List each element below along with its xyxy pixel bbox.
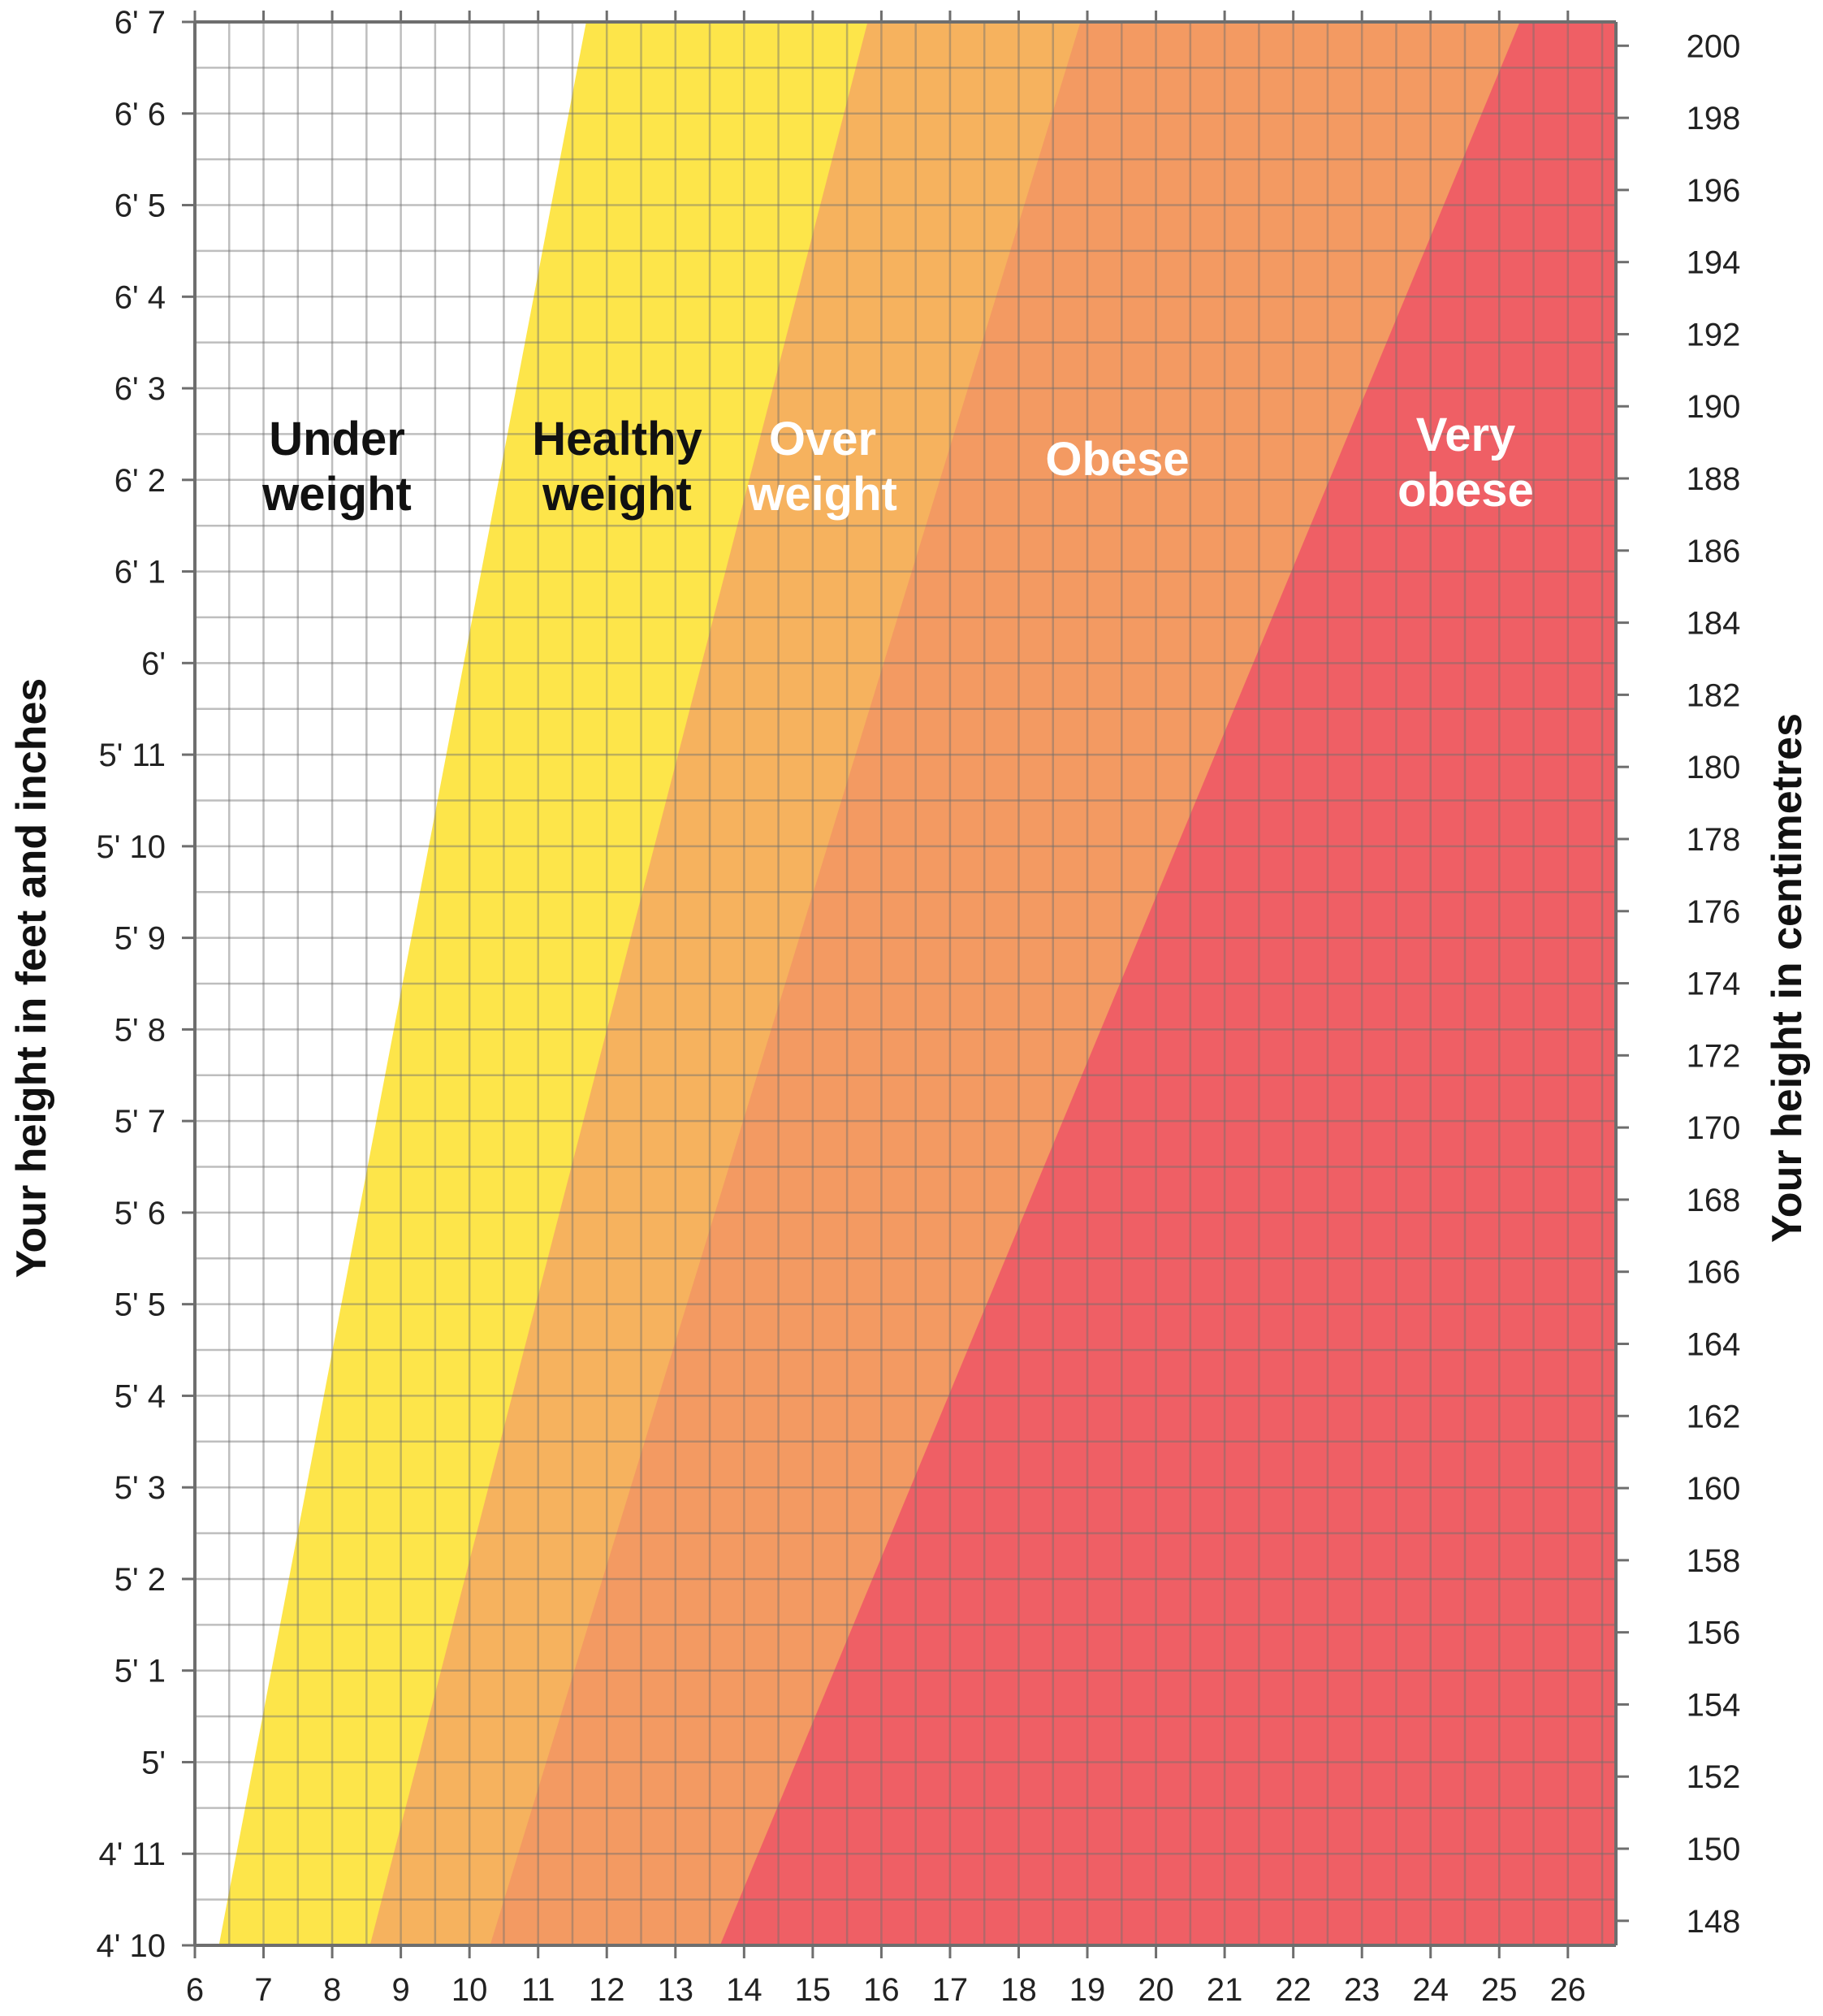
x-tick-label: 16 bbox=[863, 1972, 900, 2008]
x-tick-label: 9 bbox=[391, 1972, 409, 2008]
band-label-obese: Obese bbox=[1045, 433, 1189, 486]
y-tick-label-left: 6' 6 bbox=[114, 97, 166, 132]
x-tick-label: 7 bbox=[254, 1972, 272, 2008]
x-tick-label: 21 bbox=[1207, 1972, 1243, 2008]
band-label-very-obese: Very bbox=[1416, 409, 1516, 461]
x-tick-label: 15 bbox=[795, 1972, 832, 2008]
y-tick-label-left: 5' 8 bbox=[114, 1012, 166, 1048]
y-tick-label-left: 6' 2 bbox=[114, 463, 166, 499]
y-tick-label-right: 150 bbox=[1687, 1832, 1741, 1867]
y-tick-label-right: 166 bbox=[1687, 1255, 1741, 1291]
y-tick-label-right: 188 bbox=[1687, 461, 1741, 497]
y-tick-label-left: 6' 1 bbox=[114, 555, 166, 591]
y-tick-label-right: 160 bbox=[1687, 1471, 1741, 1507]
y-tick-label-left: 5' 2 bbox=[114, 1562, 166, 1598]
x-tick-label: 17 bbox=[932, 1972, 969, 2008]
band-label-under-weight: weight bbox=[261, 468, 412, 521]
y-tick-label-left: 6' bbox=[141, 646, 166, 681]
x-tick-label: 14 bbox=[726, 1972, 762, 2008]
x-tick-label: 12 bbox=[589, 1972, 625, 2008]
y-tick-label-right: 170 bbox=[1687, 1110, 1741, 1146]
y-tick-label-left: 5' 9 bbox=[114, 921, 166, 957]
axis-layer: 6 7 8 9 10 11 12 13 14 15 16 17 18 19 20 21 22 23 24 25 26 4'… bbox=[97, 5, 1741, 2008]
y-tick-label-right: 172 bbox=[1687, 1038, 1741, 1074]
y-tick-label-left: 5' 7 bbox=[114, 1104, 166, 1140]
y-tick-label-right: 196 bbox=[1687, 173, 1741, 209]
x-tick-label: 19 bbox=[1069, 1972, 1106, 2008]
y-tick-label-right: 152 bbox=[1687, 1759, 1741, 1795]
y-tick-label-left: 5' 5 bbox=[114, 1287, 166, 1323]
x-tick-label: 18 bbox=[1000, 1972, 1037, 2008]
x-tick-label: 10 bbox=[451, 1972, 488, 2008]
y-tick-label-right: 158 bbox=[1687, 1543, 1741, 1579]
y-tick-label-right: 178 bbox=[1687, 822, 1741, 858]
y-tick-label-right: 184 bbox=[1687, 606, 1741, 642]
y-tick-label-right: 192 bbox=[1687, 317, 1741, 353]
x-tick-label: 22 bbox=[1275, 1972, 1311, 2008]
y-tick-label-right: 194 bbox=[1687, 245, 1741, 281]
y-axis-title-right: Your height in centimetres bbox=[1764, 713, 1811, 1243]
y-tick-label-left: 6' 7 bbox=[114, 5, 166, 41]
band-label-over-weight: weight bbox=[747, 468, 897, 521]
y-tick-label-right: 198 bbox=[1687, 101, 1741, 136]
y-tick-label-right: 200 bbox=[1687, 28, 1741, 64]
y-tick-label-left: 5' 6 bbox=[114, 1196, 166, 1231]
x-tick-label: 26 bbox=[1550, 1972, 1587, 2008]
y-tick-label-right: 164 bbox=[1687, 1327, 1741, 1363]
band-label-under-weight: Under bbox=[269, 413, 405, 465]
y-tick-label-right: 176 bbox=[1687, 894, 1741, 930]
y-tick-label-left: 5' 4 bbox=[114, 1378, 166, 1414]
y-tick-label-left: 4' 11 bbox=[98, 1836, 166, 1872]
y-tick-label-right: 162 bbox=[1687, 1399, 1741, 1434]
x-tick-label: 24 bbox=[1412, 1972, 1449, 2008]
y-tick-label-right: 174 bbox=[1687, 967, 1741, 1002]
y-axis-title-left: Your height in feet and inches bbox=[8, 678, 55, 1278]
grid-layer bbox=[195, 22, 1616, 1945]
y-tick-label-right: 154 bbox=[1687, 1687, 1741, 1723]
y-tick-label-right: 186 bbox=[1687, 534, 1741, 569]
y-tick-label-left: 5' 3 bbox=[114, 1470, 166, 1506]
band-very-obese bbox=[719, 22, 1616, 1945]
x-tick-label: 23 bbox=[1344, 1972, 1380, 2008]
y-tick-label-left: 4' 10 bbox=[97, 1928, 166, 1964]
y-tick-label-left: 6' 5 bbox=[114, 188, 166, 224]
x-tick-label: 11 bbox=[521, 1972, 555, 2008]
y-tick-label-left: 5' 1 bbox=[114, 1654, 166, 1689]
x-tick-label: 8 bbox=[323, 1972, 341, 2008]
band-layer bbox=[195, 22, 1617, 1945]
x-tick-label: 6 bbox=[186, 1972, 204, 2008]
y-tick-label-left: 6' 3 bbox=[114, 371, 166, 407]
y-tick-label-right: 190 bbox=[1687, 389, 1741, 425]
y-tick-label-right: 148 bbox=[1687, 1904, 1741, 1940]
band-label-healthy-weight: weight bbox=[542, 468, 692, 521]
x-tick-label: 13 bbox=[658, 1972, 694, 2008]
y-tick-label-right: 180 bbox=[1687, 750, 1741, 785]
x-tick-label: 25 bbox=[1481, 1972, 1518, 2008]
y-tick-label-left: 5' 10 bbox=[97, 829, 166, 865]
y-tick-label-right: 156 bbox=[1687, 1616, 1741, 1651]
x-tick-label: 20 bbox=[1138, 1972, 1174, 2008]
band-label-very-obese: obese bbox=[1397, 464, 1534, 517]
band-label-over-weight: Over bbox=[769, 413, 876, 465]
y-tick-label-right: 182 bbox=[1687, 677, 1741, 713]
y-tick-label-left: 6' 4 bbox=[114, 279, 166, 315]
y-tick-label-right: 168 bbox=[1687, 1183, 1741, 1218]
y-tick-label-left: 5' bbox=[141, 1745, 166, 1780]
y-tick-label-left: 5' 11 bbox=[98, 738, 166, 773]
band-label-healthy-weight: Healthy bbox=[532, 413, 702, 465]
